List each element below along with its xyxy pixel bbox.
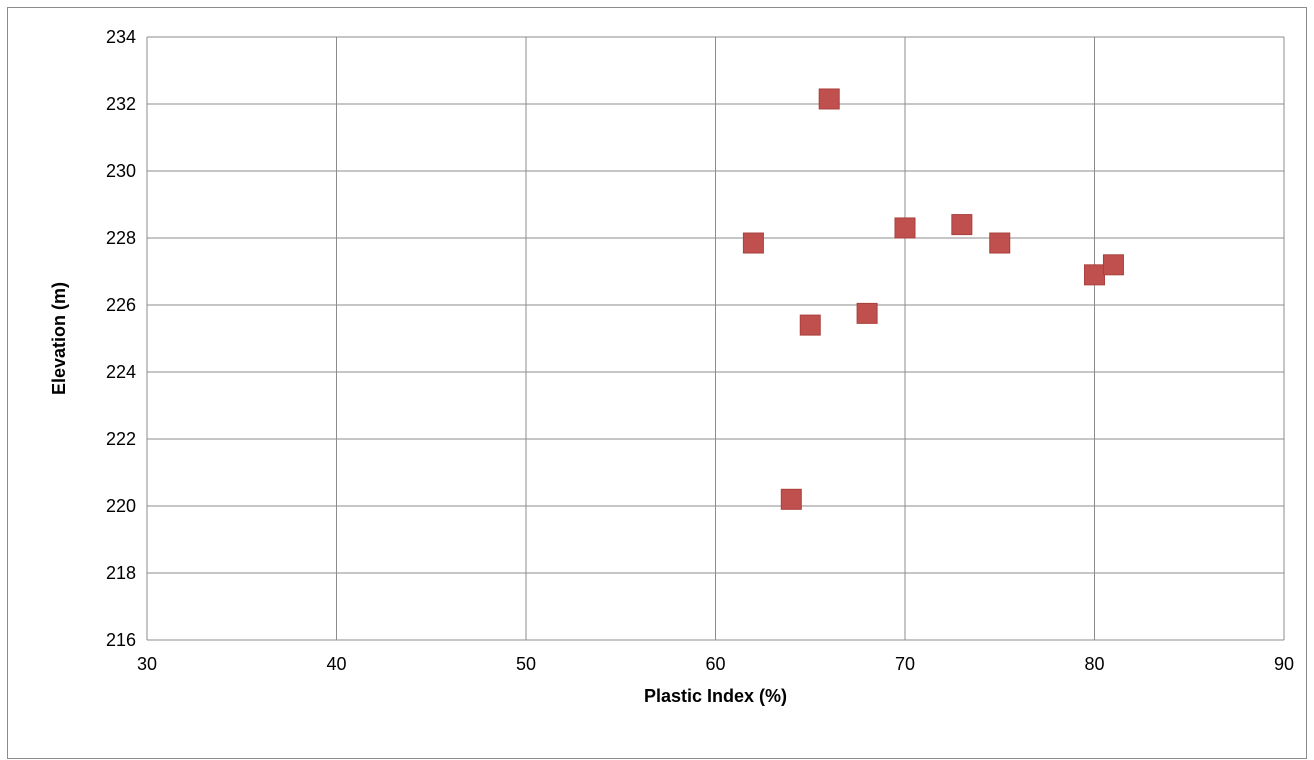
x-tick-label: 60	[705, 654, 725, 674]
data-point	[894, 217, 916, 239]
data-point	[818, 88, 840, 110]
y-tick-label: 234	[106, 27, 136, 47]
chart-area: 30 40 50 60 70 80 90 216 218 220 222 224 226 228 230 2…	[7, 7, 1307, 759]
axes	[146, 37, 1284, 641]
y-tick-label: 226	[106, 295, 136, 315]
data-point	[780, 488, 802, 510]
x-tick-label: 80	[1084, 654, 1104, 674]
data-point	[1102, 254, 1124, 276]
data-point	[951, 214, 973, 236]
y-tick-label: 222	[106, 429, 136, 449]
gridlines	[146, 36, 1285, 641]
y-tick-label: 216	[106, 630, 136, 650]
x-tick-labels: 30 40 50 60 70 80 90	[137, 654, 1294, 674]
x-tick-label: 90	[1274, 654, 1294, 674]
x-tick-label: 50	[516, 654, 536, 674]
x-axis-title: Plastic Index (%)	[644, 686, 787, 706]
y-tick-label: 228	[106, 228, 136, 248]
y-tick-label: 218	[106, 563, 136, 583]
scatter-chart: 30 40 50 60 70 80 90 2162182202222242262282302…	[49, 27, 1294, 706]
y-tick-labels: 216 218 220 222 224 226 228 230 232 234	[106, 27, 136, 650]
y-tick-label: 230	[106, 161, 136, 181]
data-point	[799, 314, 821, 336]
y-axis-title: Elevation (m)	[49, 282, 69, 395]
data-point	[989, 232, 1011, 254]
x-tick-label: 40	[326, 654, 346, 674]
y-tick-label: 232	[106, 94, 136, 114]
data-point	[1084, 264, 1105, 286]
x-tick-label: 70	[895, 654, 915, 674]
y-tick-label: 220	[106, 496, 136, 516]
data-point	[742, 232, 764, 254]
data-point	[856, 302, 878, 324]
y-tick-label: 224	[106, 362, 136, 382]
data-points	[742, 88, 1124, 510]
x-tick-label: 30	[137, 654, 157, 674]
